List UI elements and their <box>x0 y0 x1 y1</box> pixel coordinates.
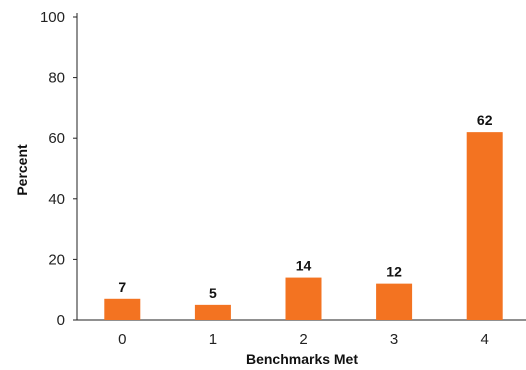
data-labels: 7 5 14 12 62 <box>118 112 492 301</box>
y-tick-label: 80 <box>48 70 65 87</box>
bar-data-label: 14 <box>296 258 312 274</box>
x-tick-label: 4 <box>481 331 489 348</box>
bar-data-label: 12 <box>386 264 402 280</box>
x-axis: 0 1 2 3 4 <box>77 319 526 348</box>
bar-data-label: 7 <box>118 279 126 295</box>
bar <box>466 132 503 320</box>
bar <box>376 283 413 320</box>
x-axis-title: Benchmarks Met <box>246 351 358 367</box>
y-tick-label: 100 <box>40 9 65 26</box>
bar-data-label: 5 <box>209 285 217 301</box>
x-tick-label: 3 <box>390 331 398 348</box>
bar-data-label: 62 <box>477 112 493 128</box>
y-tick-label: 60 <box>48 130 65 147</box>
x-tick-label: 1 <box>209 331 217 348</box>
bar <box>104 298 141 320</box>
bar <box>194 304 231 320</box>
y-tick-label: 40 <box>48 191 65 208</box>
bars <box>104 132 503 320</box>
bar <box>285 277 322 320</box>
y-axis-title: Percent <box>14 144 30 196</box>
y-axis: 0 20 40 60 80 100 <box>40 9 78 329</box>
y-tick-label: 0 <box>57 312 65 329</box>
x-tick-label: 2 <box>299 331 307 348</box>
y-tick-label: 20 <box>48 251 65 268</box>
x-tick-label: 0 <box>118 331 126 348</box>
